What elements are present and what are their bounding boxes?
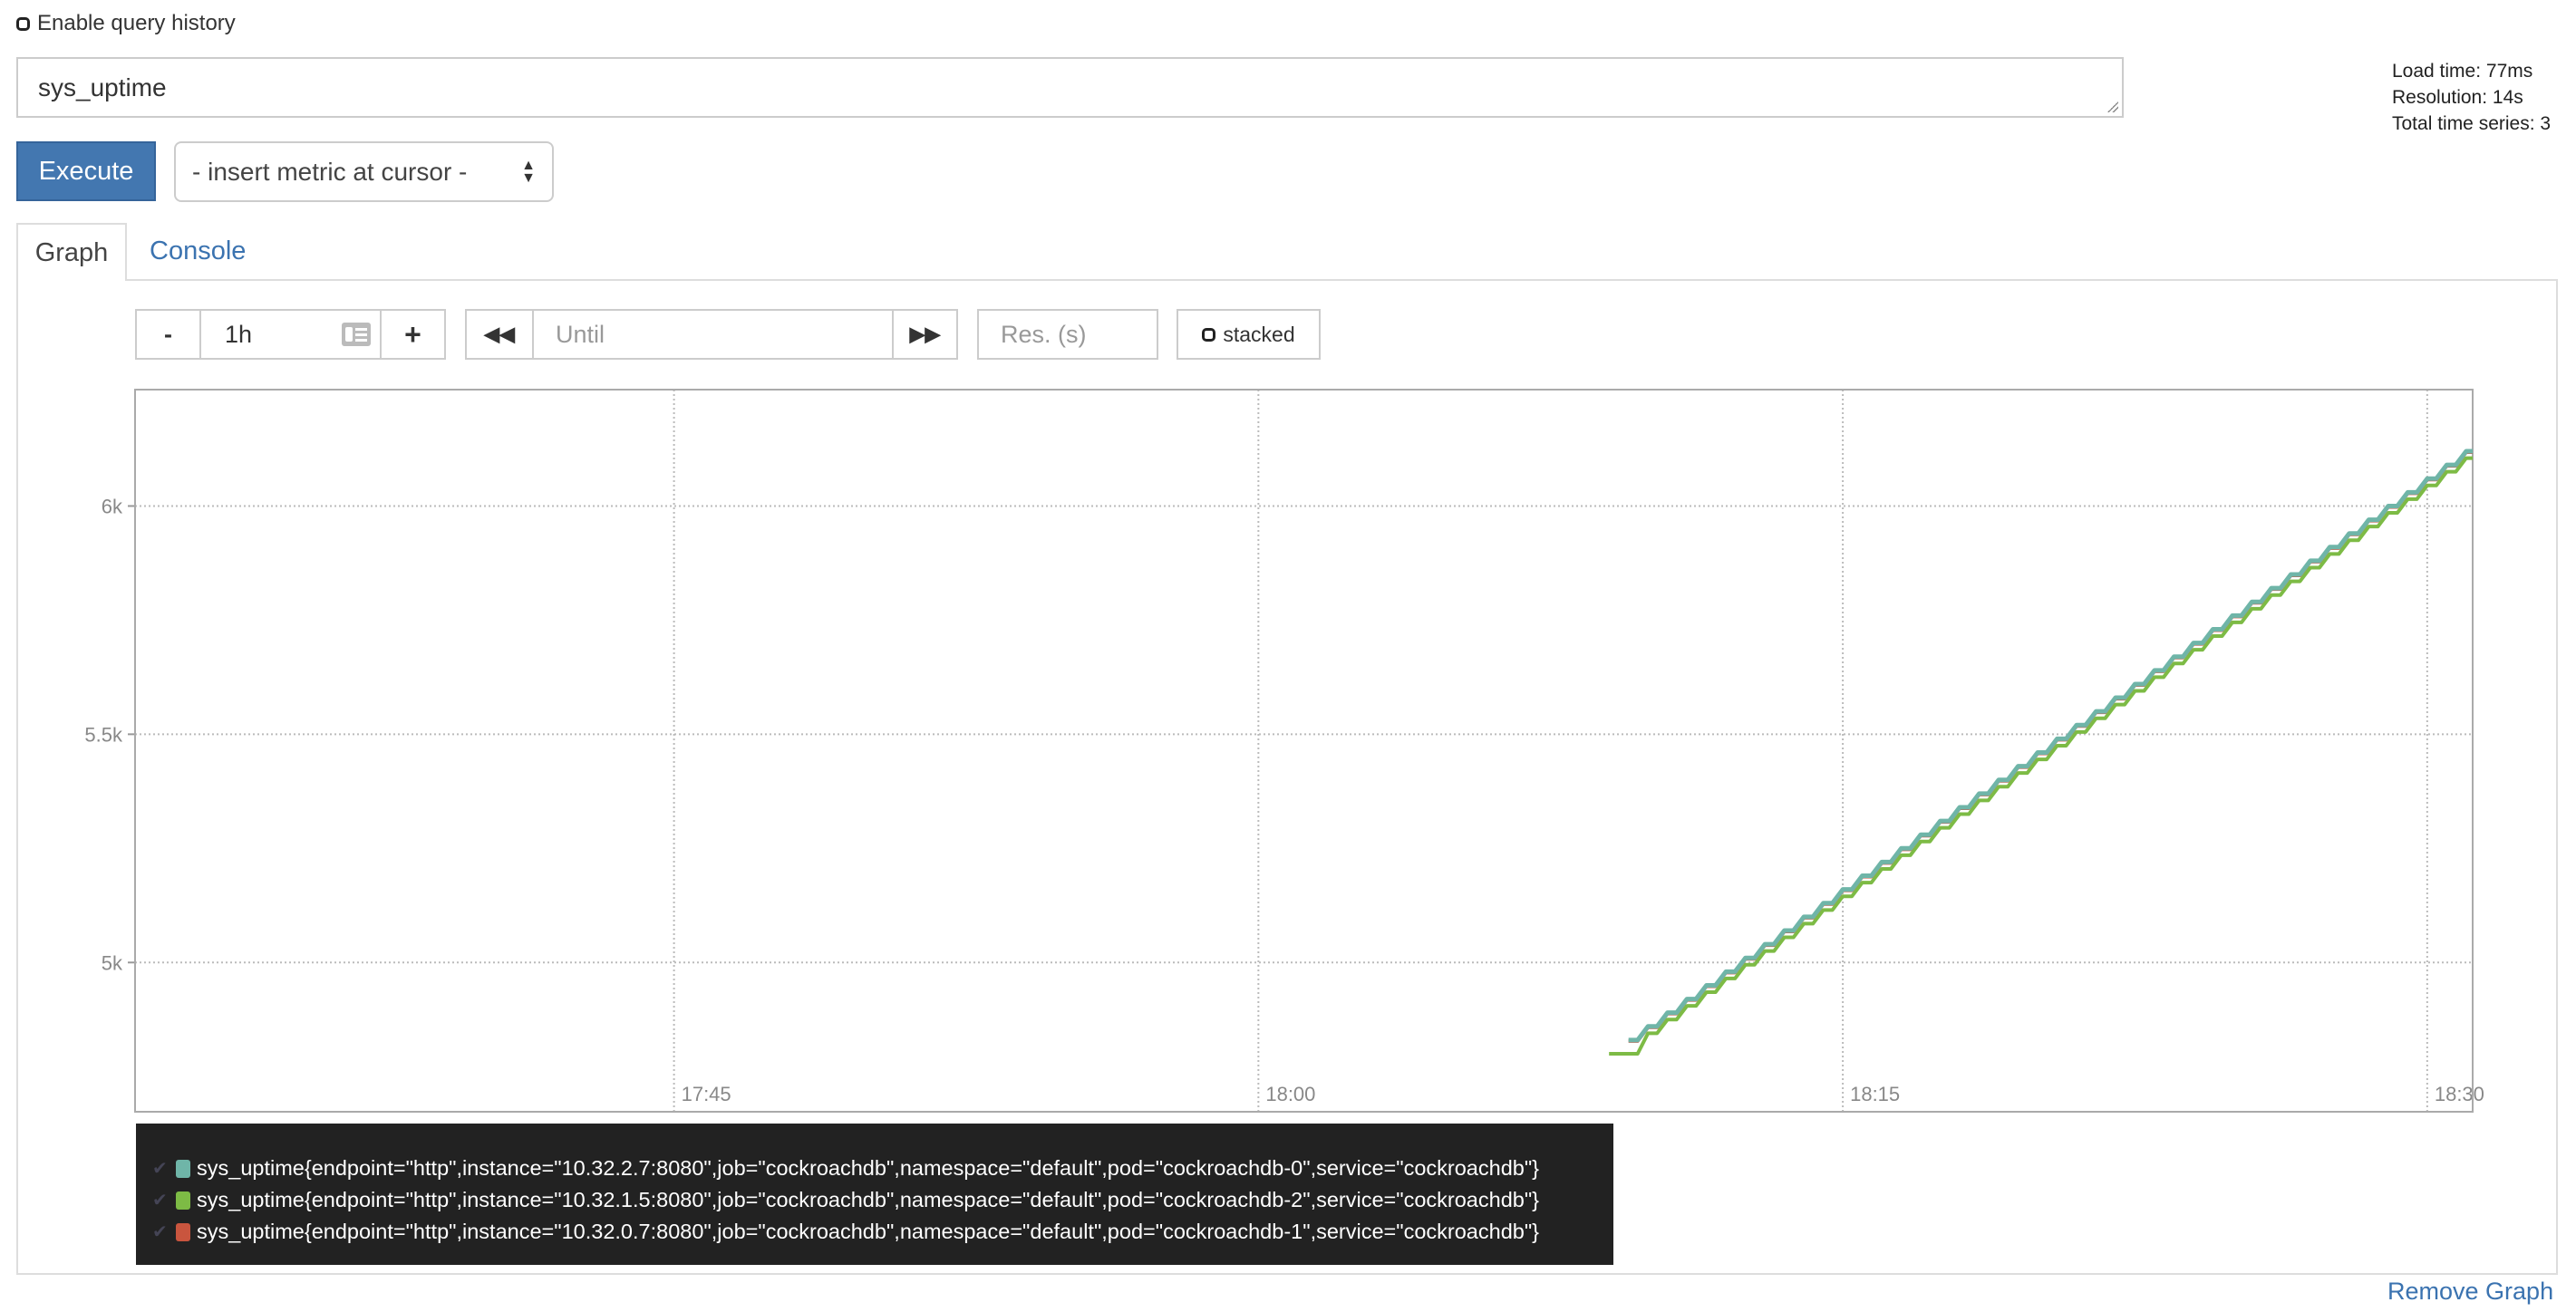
x-tick-label: 17:45: [682, 1083, 731, 1105]
select-arrows-icon: ▲ ▼: [521, 157, 536, 186]
remove-graph-link[interactable]: Remove Graph: [2387, 1278, 2554, 1305]
series-line-0: [1628, 449, 2473, 1043]
resize-handle-icon[interactable]: [2107, 101, 2118, 112]
insert-metric-select[interactable]: - insert metric at cursor - ▲ ▼: [174, 141, 554, 202]
checkbox-icon[interactable]: [16, 16, 30, 31]
series-label: sys_uptime{endpoint="http",instance="10.…: [197, 1220, 1540, 1243]
resolution: Resolution: 14s: [2392, 87, 2523, 108]
x-tick-label: 18:15: [1850, 1083, 1900, 1105]
legend-item[interactable]: ✔ sys_uptime{endpoint="http",instance="10…: [152, 1216, 1597, 1248]
legend-item[interactable]: ✔ sys_uptime{endpoint="http",instance="10…: [152, 1153, 1597, 1184]
x-tick-label: 18:30: [2435, 1083, 2484, 1105]
resolution-placeholder: Res. (s): [1001, 320, 1087, 348]
series-swatch: [176, 1222, 190, 1241]
stacked-label: stacked: [1223, 322, 1295, 346]
tab-graph[interactable]: Graph: [16, 223, 127, 281]
range-increase-button[interactable]: +: [380, 309, 446, 360]
execute-button[interactable]: Execute: [16, 141, 156, 201]
range-input[interactable]: 1h: [199, 309, 382, 360]
total-time-series: Total time series: 3: [2392, 113, 2552, 134]
plus-icon: +: [404, 317, 421, 351]
legend-item[interactable]: ✔ sys_uptime{endpoint="http",instance="10…: [152, 1184, 1597, 1216]
series-line-1: [1609, 456, 2473, 1056]
forward-icon: ▶▶: [909, 323, 941, 345]
series-swatch: [176, 1191, 190, 1210]
resolution-input[interactable]: Res. (s): [977, 309, 1158, 360]
x-tick-label: 18:00: [1265, 1083, 1315, 1105]
y-tick-label: 6k: [102, 495, 123, 517]
backward-icon: ◀◀: [484, 323, 515, 345]
tab-console[interactable]: Console: [150, 236, 247, 265]
range-decrease-button[interactable]: -: [135, 309, 201, 360]
expression-input[interactable]: sys_uptime: [16, 57, 2124, 118]
y-tick-label: 5.5k: [84, 723, 123, 746]
until-input[interactable]: Until: [532, 309, 894, 360]
check-icon[interactable]: ✔: [152, 1159, 168, 1179]
range-value: 1h: [225, 320, 253, 348]
enable-query-history-checkbox[interactable]: Enable query history: [16, 11, 236, 36]
series-label: sys_uptime{endpoint="http",instance="10.…: [197, 1156, 1540, 1180]
legend: ✔ sys_uptime{endpoint="http",instance="10…: [136, 1124, 1613, 1265]
check-icon[interactable]: ✔: [152, 1222, 168, 1242]
series-label: sys_uptime{endpoint="http",instance="10.…: [197, 1188, 1540, 1211]
graph-panel: [16, 279, 2558, 1275]
minus-icon: -: [164, 320, 172, 348]
check-icon[interactable]: ✔: [152, 1191, 168, 1211]
plot-frame: [134, 389, 2474, 1113]
stacked-toggle[interactable]: stacked: [1177, 309, 1321, 360]
y-tick-label: 5k: [102, 951, 123, 974]
stacked-checkbox-icon[interactable]: [1202, 327, 1216, 342]
series-swatch: [176, 1159, 190, 1178]
query-stats: Load time: 77ms Resolution: 14s Total ti…: [2392, 58, 2551, 137]
expression-value: sys_uptime: [38, 73, 167, 101]
time-back-button[interactable]: ◀◀: [465, 309, 534, 360]
load-time: Load time: 77ms: [2392, 61, 2533, 82]
enable-query-history-label: Enable query history: [37, 11, 236, 35]
insert-metric-selected: - insert metric at cursor -: [192, 157, 468, 186]
time-forward-button[interactable]: ▶▶: [892, 309, 958, 360]
calendar-list-icon: [342, 323, 371, 346]
until-placeholder: Until: [556, 320, 605, 348]
